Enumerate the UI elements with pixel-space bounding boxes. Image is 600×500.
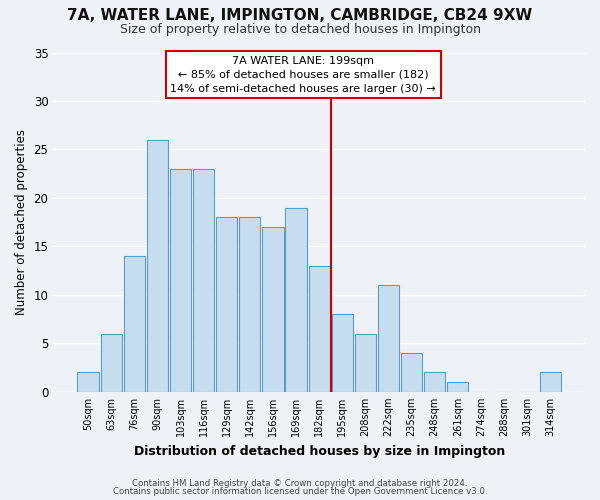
Y-axis label: Number of detached properties: Number of detached properties	[15, 129, 28, 315]
Bar	[308, 266, 330, 392]
Text: 7A WATER LANE: 199sqm
← 85% of detached houses are smaller (182)
14% of semi-det: 7A WATER LANE: 199sqm ← 85% of detached …	[170, 56, 436, 94]
X-axis label: Distribution of detached houses by size in Impington: Distribution of detached houses by size …	[134, 444, 505, 458]
Bar	[101, 334, 122, 392]
Bar	[262, 227, 284, 392]
Bar	[124, 256, 145, 392]
Bar	[401, 353, 422, 392]
Bar	[193, 169, 214, 392]
Bar	[286, 208, 307, 392]
Bar	[216, 218, 238, 392]
Text: Size of property relative to detached houses in Impington: Size of property relative to detached ho…	[119, 22, 481, 36]
Bar	[378, 285, 399, 392]
Bar	[77, 372, 99, 392]
Bar	[239, 218, 260, 392]
Bar	[332, 314, 353, 392]
Text: Contains HM Land Registry data © Crown copyright and database right 2024.: Contains HM Land Registry data © Crown c…	[132, 478, 468, 488]
Bar	[170, 169, 191, 392]
Text: Contains public sector information licensed under the Open Government Licence v3: Contains public sector information licen…	[113, 487, 487, 496]
Bar	[355, 334, 376, 392]
Bar	[447, 382, 469, 392]
Bar	[424, 372, 445, 392]
Text: 7A, WATER LANE, IMPINGTON, CAMBRIDGE, CB24 9XW: 7A, WATER LANE, IMPINGTON, CAMBRIDGE, CB…	[67, 8, 533, 22]
Bar	[539, 372, 561, 392]
Bar	[147, 140, 168, 392]
